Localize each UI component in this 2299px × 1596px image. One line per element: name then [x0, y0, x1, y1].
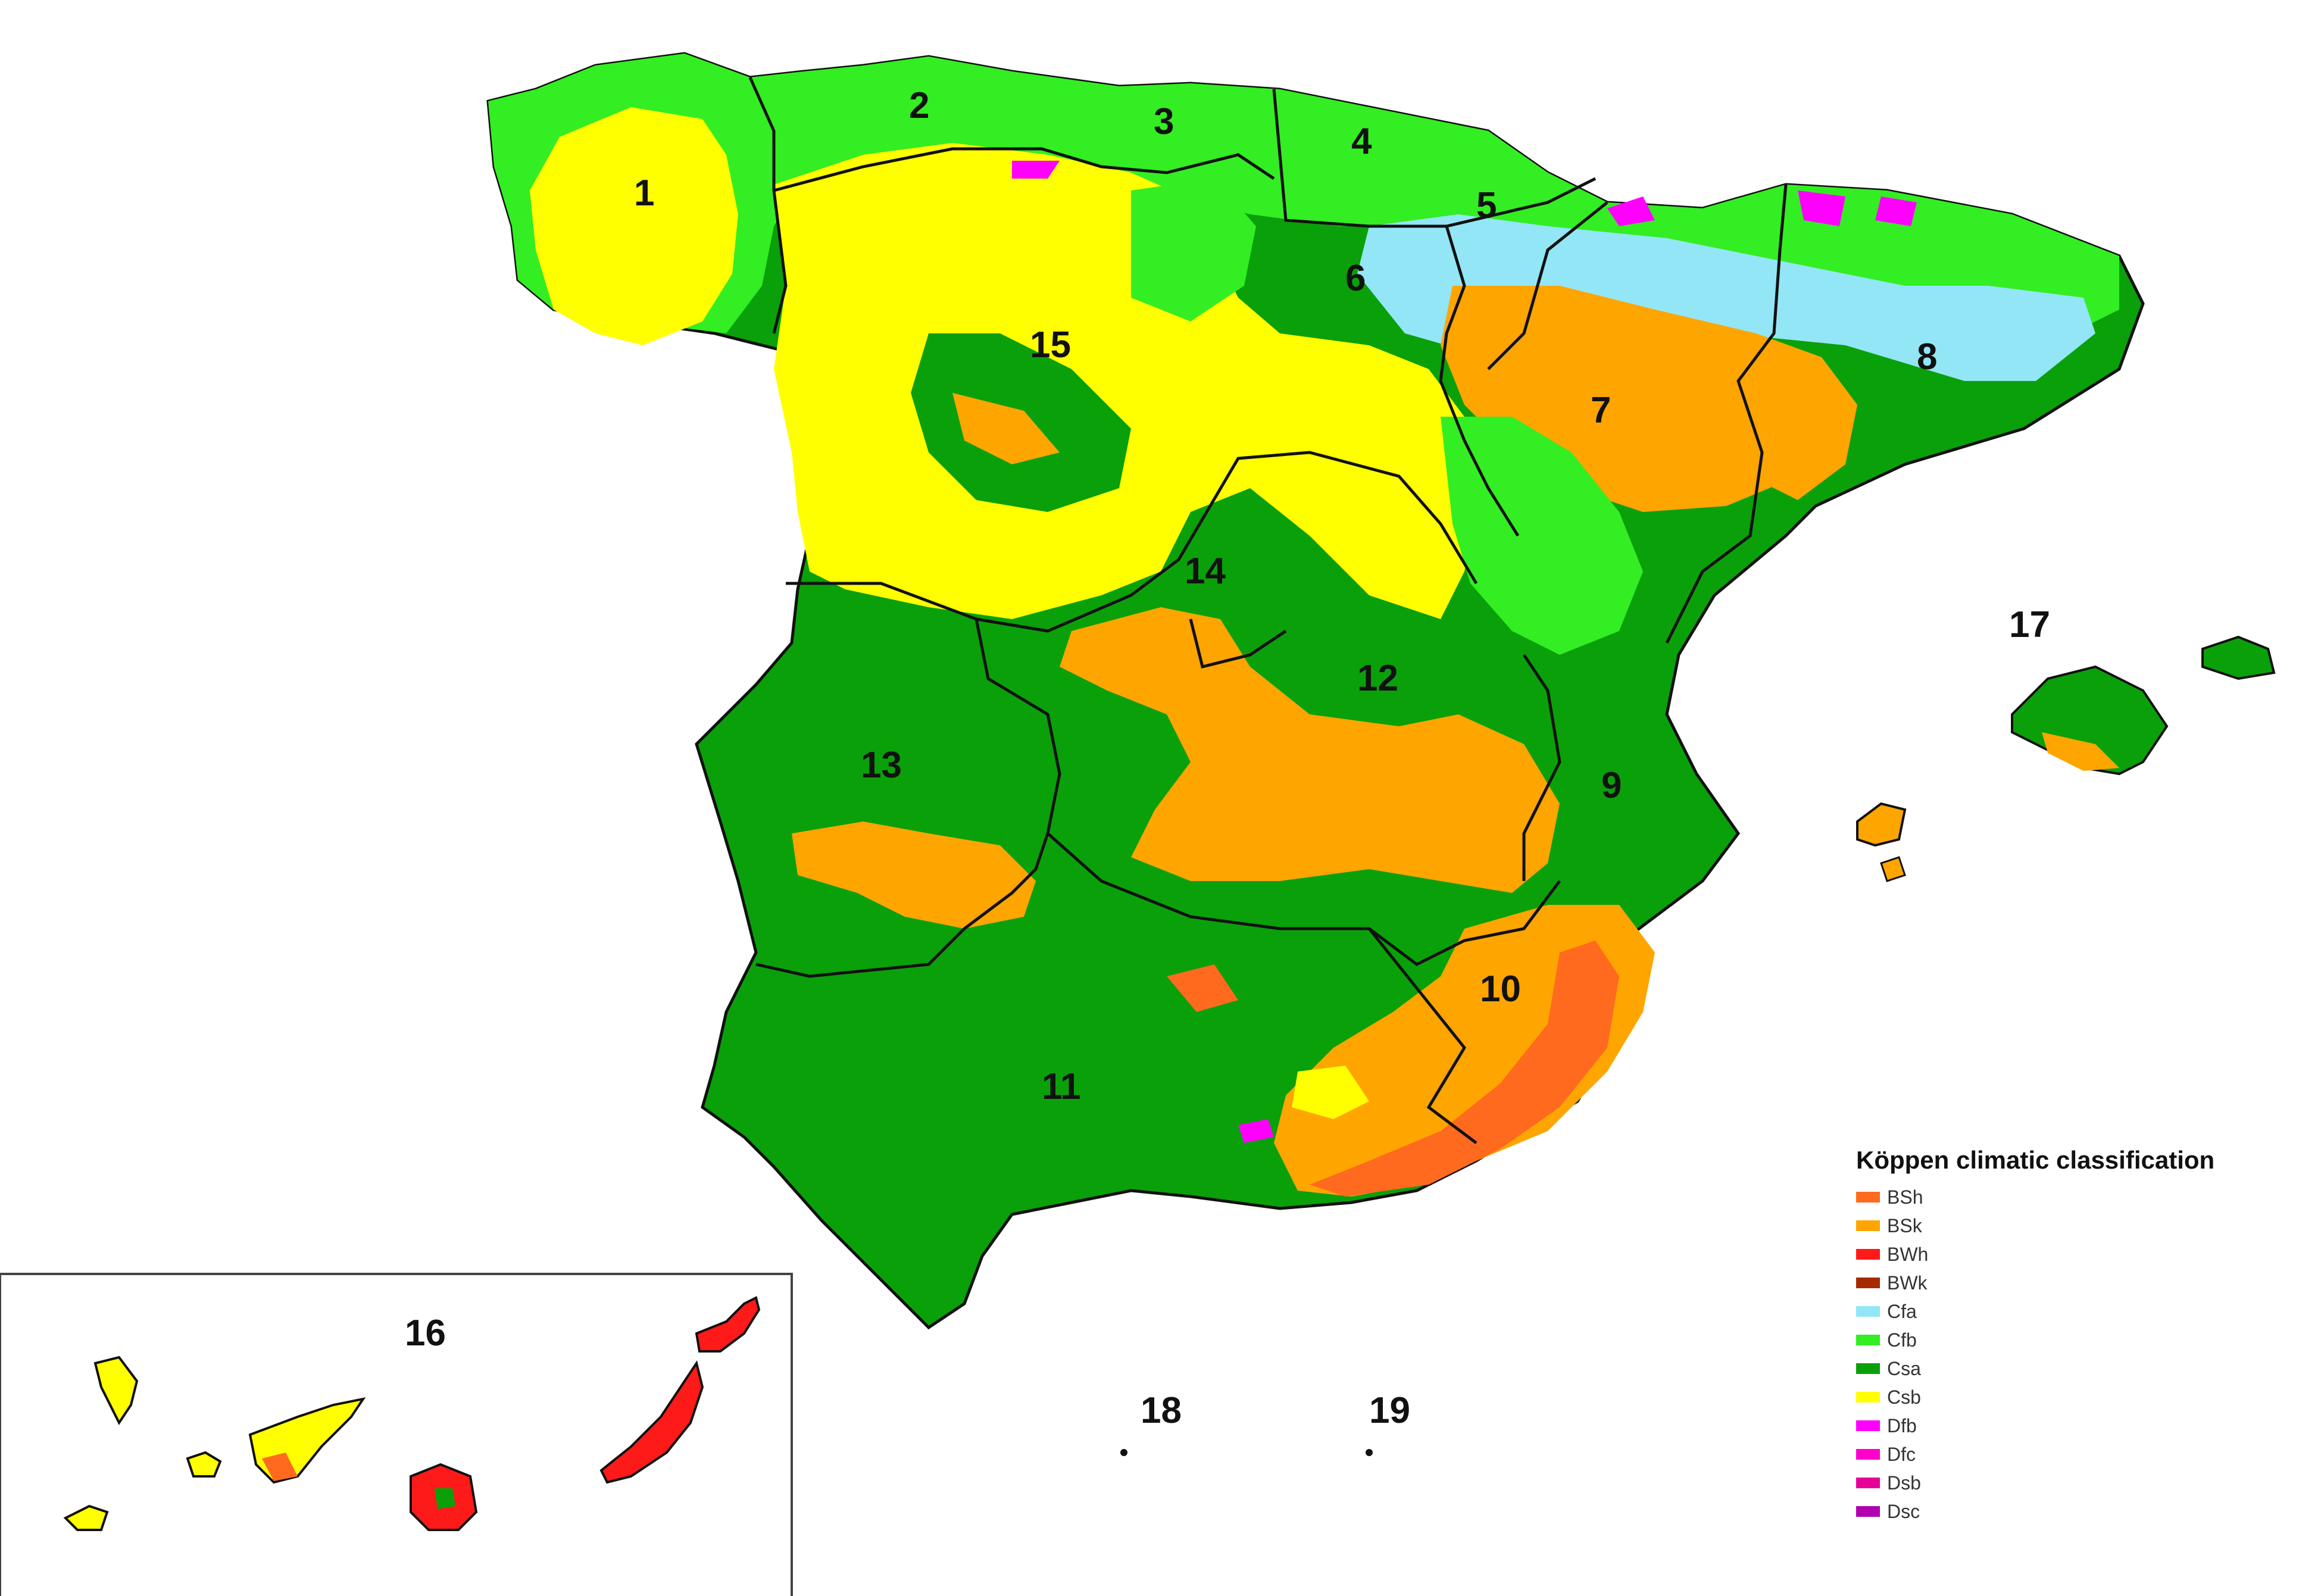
legend-item-dfc: Dfc — [1856, 1440, 2297, 1469]
legend-label: Dfc — [1887, 1443, 1916, 1465]
legend-item-dsc: Dsc — [1856, 1497, 2297, 1526]
andalusia-csb-patch — [1292, 1066, 1369, 1119]
menorca — [2201, 635, 2276, 680]
legend-item-bsh: BSh — [1856, 1183, 2297, 1211]
legend-swatch — [1856, 1249, 1880, 1260]
region-number-8: 8 — [1917, 336, 1937, 377]
legend-swatch — [1856, 1506, 1880, 1517]
castilla-cfb-patch — [1131, 179, 1256, 321]
la-palma — [93, 1355, 139, 1425]
region-number-16: 16 — [405, 1313, 446, 1354]
legend-label: Dsb — [1887, 1472, 1921, 1494]
ceuta-dot — [1120, 1449, 1127, 1456]
legend-label: Cfa — [1887, 1300, 1917, 1322]
legend-item-bwh: BWh — [1856, 1240, 2297, 1269]
lanzarote — [695, 1296, 761, 1353]
andalusia-dfb-patch — [1238, 1119, 1274, 1143]
legend-item-cfb: Cfb — [1856, 1326, 2297, 1354]
region-number-3: 3 — [1154, 101, 1174, 142]
castilla-bsk-patch — [952, 393, 1060, 464]
legend-item-cfa: Cfa — [1856, 1297, 2297, 1326]
legend-title: Köppen climatic classification — [1856, 1146, 2215, 1174]
ibiza — [1856, 802, 1907, 847]
region-number-1: 1 — [634, 173, 654, 214]
legend-item-bsk: BSk — [1856, 1211, 2297, 1240]
region-numbers: 1 2 3 4 5 6 7 8 9 10 11 12 13 14 15 16 1… — [405, 85, 2050, 1431]
mallorca-bsk — [2042, 732, 2119, 771]
region-number-4: 4 — [1351, 121, 1372, 162]
region-number-18: 18 — [1141, 1390, 1182, 1431]
legend-swatch — [1856, 1363, 1880, 1374]
region-number-5: 5 — [1476, 185, 1497, 226]
region-number-11: 11 — [1042, 1066, 1081, 1107]
region-number-10: 10 — [1480, 969, 1521, 1010]
legend-swatch — [1856, 1192, 1880, 1203]
legend-item-dsb: Dsb — [1856, 1469, 2297, 1497]
melilla-dot — [1366, 1449, 1373, 1456]
region-number-14: 14 — [1185, 551, 1226, 592]
southeast-bsh — [1310, 941, 1619, 1197]
el-hierro — [63, 1504, 109, 1531]
extremadura-bsk — [792, 822, 1036, 929]
gran-canaria-center — [435, 1488, 455, 1509]
la-gomera — [186, 1451, 222, 1478]
central-bsk — [1060, 607, 1560, 893]
legend-swatch — [1856, 1449, 1880, 1460]
region-number-2: 2 — [909, 85, 929, 126]
legend-swatch — [1856, 1420, 1880, 1431]
region-number-17: 17 — [2009, 604, 2050, 645]
legend-swatch — [1856, 1278, 1880, 1288]
ebro-cfb-south — [1441, 417, 1643, 655]
legend-label: Csa — [1887, 1357, 1921, 1379]
castilla-csb — [774, 143, 1476, 619]
legend-item-csb: Csb — [1856, 1383, 2297, 1411]
climate-legend: Köppen climatic classification BSh BSk BWh… — [1856, 1146, 2297, 1526]
region-number-19: 19 — [1369, 1390, 1410, 1431]
region-borders — [748, 76, 1788, 1144]
region-number-7: 7 — [1591, 390, 1611, 431]
region-number-15: 15 — [1030, 324, 1071, 366]
legend-swatch — [1856, 1478, 1880, 1488]
region-number-12: 12 — [1357, 658, 1398, 699]
region-number-13: 13 — [861, 745, 902, 786]
legend-item-bwk: BWk — [1856, 1269, 2297, 1297]
legend-label: Csb — [1887, 1386, 1921, 1408]
tenerife-bsh — [262, 1453, 298, 1481]
pyrenees-dfb — [1012, 161, 1917, 226]
formentera — [1880, 856, 1906, 882]
legend-label: Dsc — [1887, 1500, 1920, 1522]
legend-item-dfb: Dfb — [1856, 1411, 2297, 1440]
region-number-9: 9 — [1601, 765, 1622, 806]
legend-label: BWk — [1887, 1272, 1928, 1294]
legend-swatch — [1856, 1306, 1880, 1317]
legend-swatch — [1856, 1392, 1880, 1403]
region-number-6: 6 — [1345, 258, 1366, 299]
legend-swatch — [1856, 1335, 1880, 1345]
legend-label: Dfb — [1887, 1414, 1917, 1436]
legend-swatch — [1856, 1220, 1880, 1231]
legend-label: BSk — [1887, 1214, 1922, 1236]
legend-label: BWh — [1887, 1243, 1929, 1265]
legend-label: BSh — [1887, 1186, 1923, 1208]
catalonia-bsk — [1738, 357, 1857, 500]
legend-items: BSh BSk BWh BWk Cfa Cfb Csa Csb Dfb Dfc Dsb Dsc — [1856, 1183, 2297, 1526]
legend-item-csa: Csa — [1856, 1354, 2297, 1383]
fuerteventura — [599, 1360, 704, 1484]
legend-label: Cfb — [1887, 1329, 1917, 1351]
andalusia-bsh-patch — [1167, 964, 1238, 1012]
galicia-csb — [530, 107, 738, 345]
